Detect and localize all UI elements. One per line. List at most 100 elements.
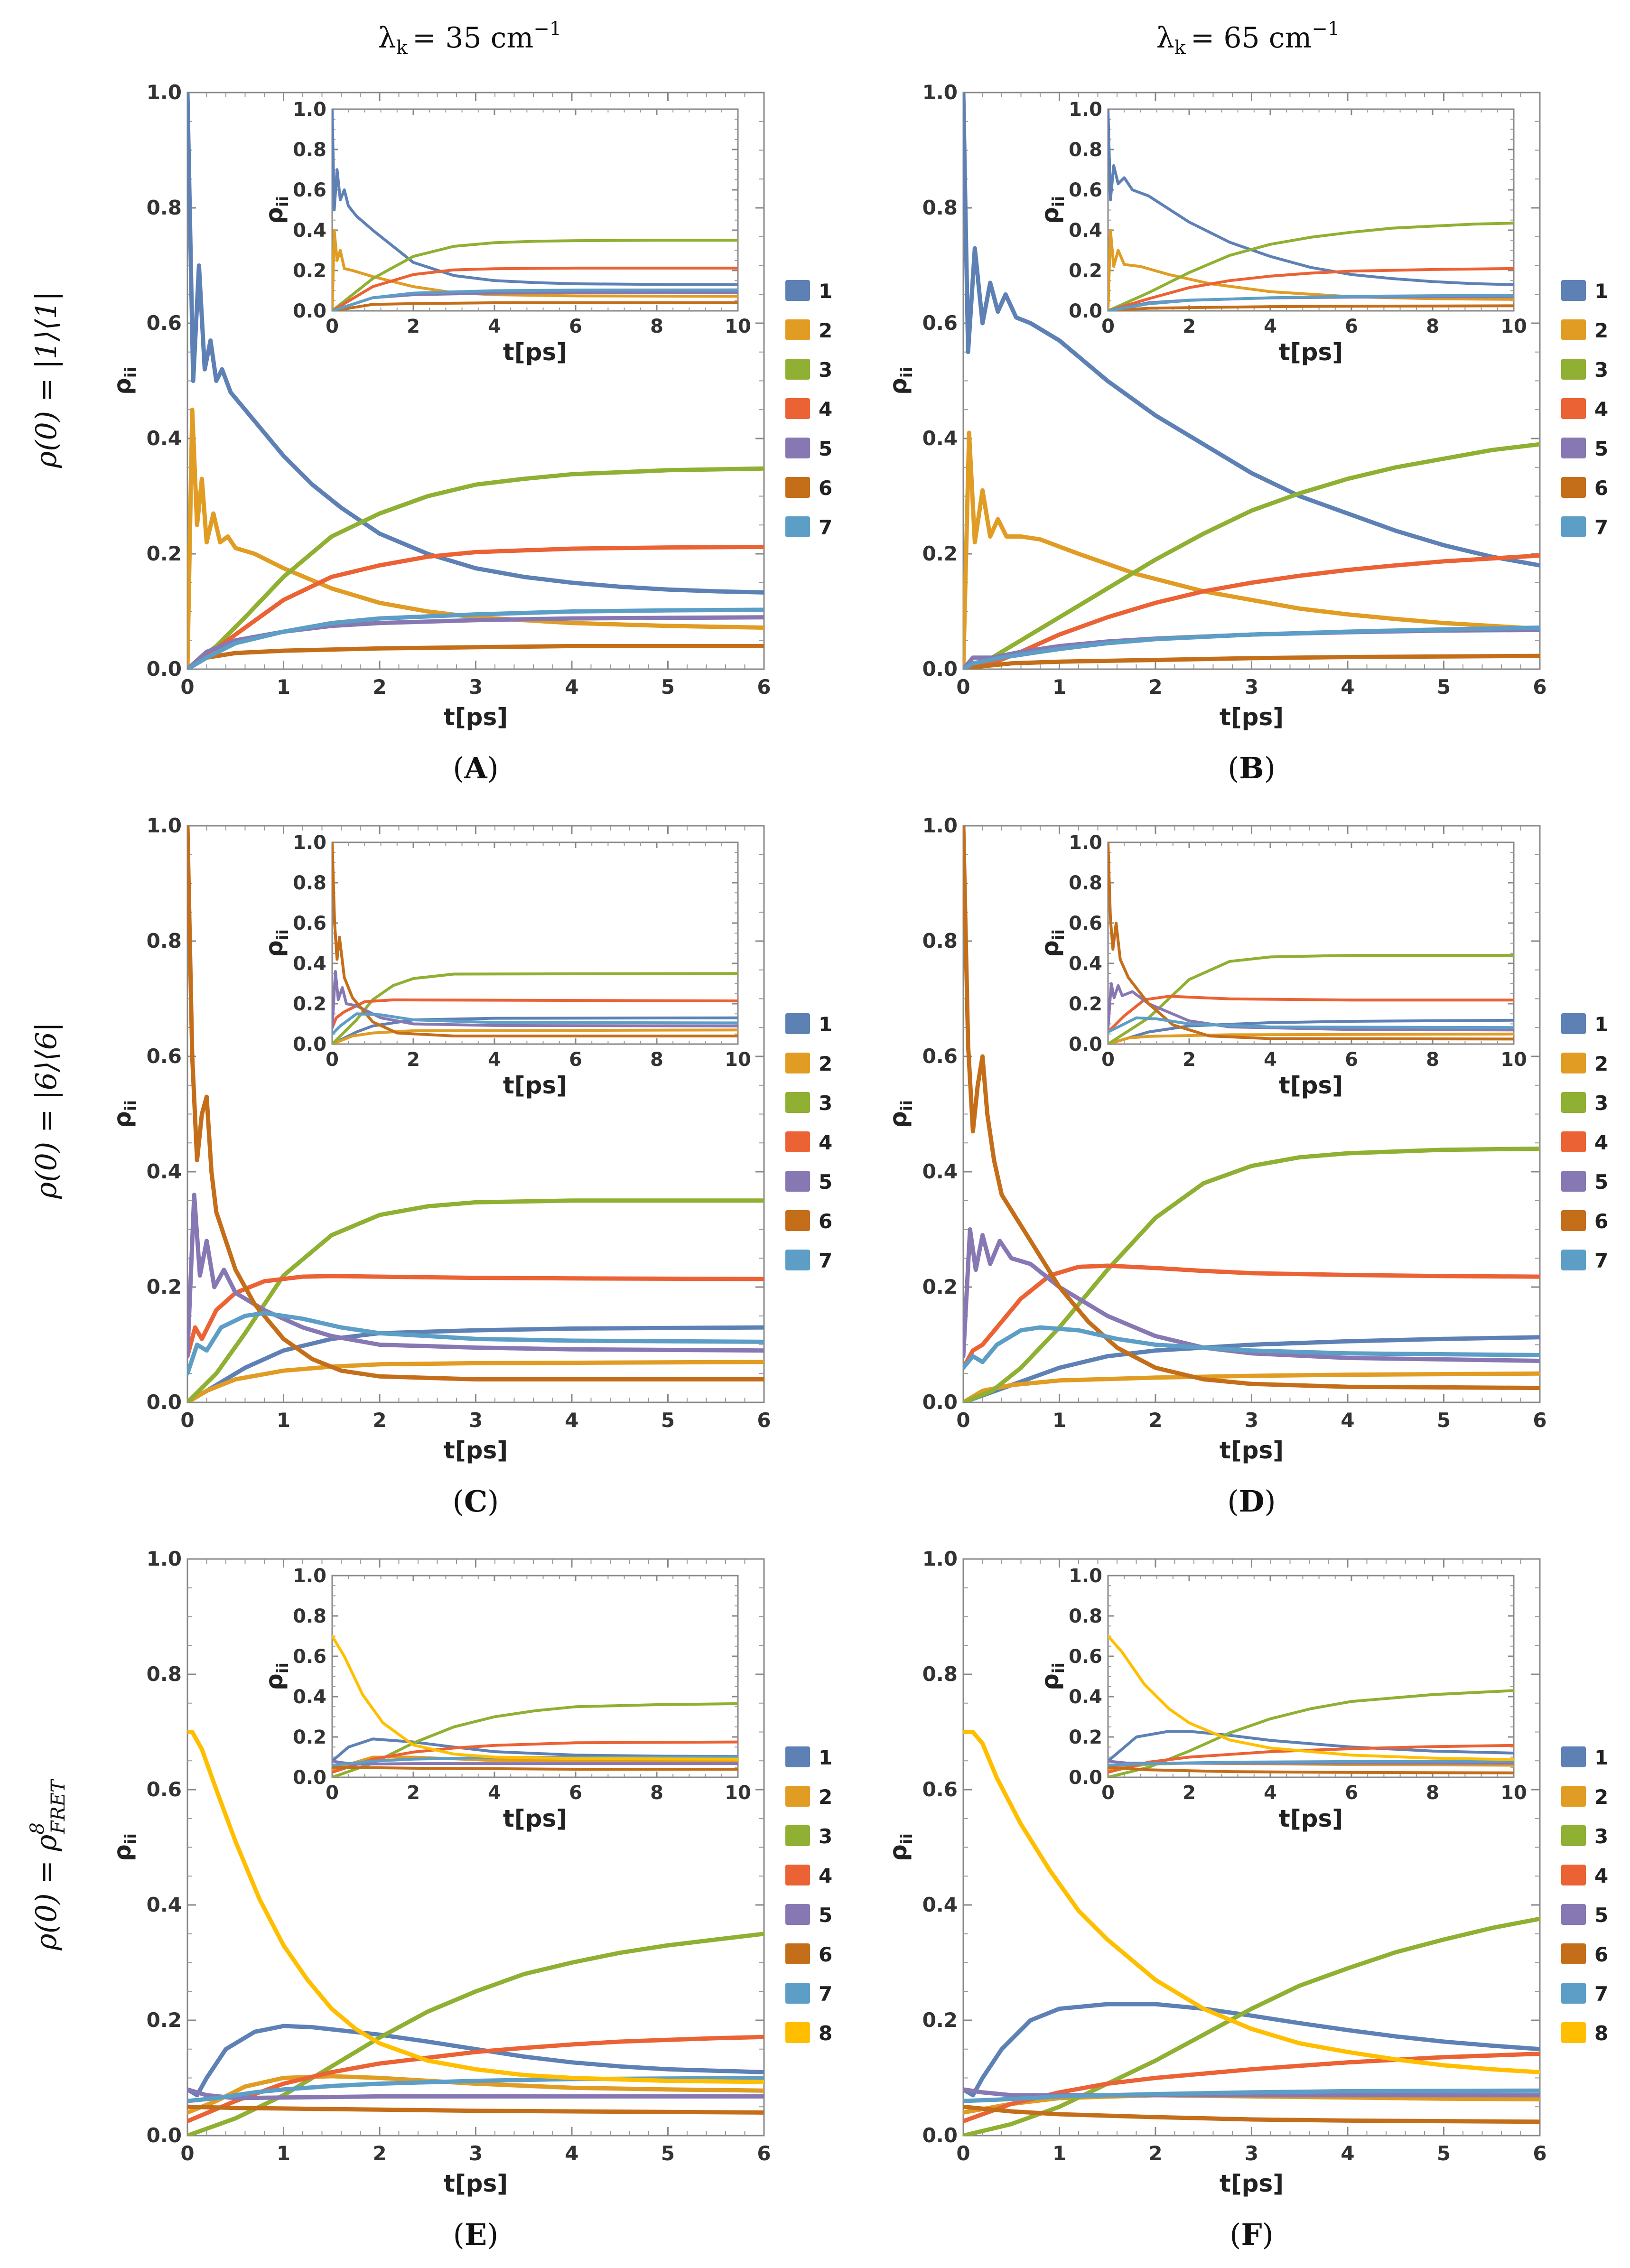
panel-C-inset-series-7-line [332,1012,738,1036]
panel-A-main-series-1-line [187,93,764,595]
panel-C-main-xtick-label: 2 [373,1409,386,1432]
panel-E-legend-label-4: 4 [819,1864,832,1887]
panel-B-inset-xtick-label: 2 [1183,316,1196,337]
panel-E-inset: 0.0 0.2 0.4 0.6 0.8 1.0 0 2 4 6 8 10 t[ps] ρii [261,1565,751,1832]
panel-F-main-xtick-label: 1 [1053,2142,1066,2165]
panel-A-legend-label-4: 4 [819,398,832,421]
panel-D-main-ytick-label: 0.8 [922,929,958,952]
panel-F-legend-swatch-3 [1561,1825,1586,1846]
panel-D-main-series-4-line [963,1263,1540,1370]
panel-B-main-series-1-line [963,93,1540,568]
panel-E-main-ylabel: ρii [109,1833,140,1861]
panel-E-main-series-8-line [187,1730,764,2084]
panel-A-inset-xtick-label: 6 [569,316,582,337]
panel-D-inset-xtick-label: 4 [1264,1049,1277,1071]
panel-D-inset-ytick-label: 0.6 [1069,913,1102,934]
panel-E-inset-xlabel: t[ps] [503,1805,567,1832]
panel-D-main-ytick-label: 0.6 [922,1045,958,1068]
panel-E-inset-ytick-label: 0.2 [293,1727,326,1748]
panel-F-inset: 0.0 0.2 0.4 0.6 0.8 1.0 0 2 4 6 8 10 t[ps] ρii [1036,1565,1527,1832]
panel-A-inset-series-3-line [332,239,738,311]
panel-F-main-series-3-line [963,1916,1540,2136]
panel-A-main-ylabel: ρii [109,367,140,395]
panel-C-main-xtick-label: 3 [469,1409,483,1432]
panel-D-inset-series-4-line [1108,995,1514,1034]
panel-D-main-ylabel: ρii [885,1100,916,1128]
panel-F-inset-xtick-label: 8 [1426,1782,1439,1804]
panel-D-legend-swatch-4 [1561,1131,1586,1152]
panel-D-main-series-3-line [963,1146,1540,1402]
panel-E-main-series-1-line [187,2024,764,2098]
panel-A-inset-ytick-label: 0.0 [293,300,326,322]
panel-E-inset-ytick-label: 0.4 [293,1686,326,1708]
panel-D-main-series-1-line [963,1335,1540,1402]
panel-E-legend-swatch-2 [785,1786,810,1807]
panel-C-legend-label-4: 4 [819,1131,832,1154]
panel-E-inset-plot-frame [331,1575,739,1778]
panel-E-inset-series-6-line [332,1765,738,1771]
panel-B-inset: 0.0 0.2 0.4 0.6 0.8 1.0 0 2 4 6 8 10 t[ps] ρii [1036,99,1527,366]
panel-F-legend-label-7: 7 [1594,1982,1608,2006]
panel-A-legend-swatch-2 [785,319,810,340]
panel-F-legend-swatch-1 [1561,1746,1586,1767]
panel-F-inset-xtick-label: 2 [1183,1782,1196,1804]
panel-E-main-xlabel: t[ps] [444,2170,508,2197]
panel-A-legend: 1 2 3 4 5 6 7 [785,280,832,539]
panel-D-legend-swatch-5 [1561,1171,1586,1192]
panel-C-inset-ytick-label: 1.0 [293,832,326,854]
panel-B-main-xtick-label: 5 [1437,675,1451,699]
panel-B-main-series-3-line [963,442,1540,669]
panel-F-main-ytick-label: 0.2 [922,2008,958,2032]
panel-C-main-series-6-line [187,826,764,1381]
panel-B-legend-swatch-5 [1561,438,1586,458]
panel-E-main-ytick-label: 0.6 [147,1778,182,1801]
panel-C-inset-plot-frame [331,841,739,1045]
panel-C-main-series-7-line [187,1311,764,1376]
panel-C-main-series-1-line [187,1325,764,1402]
panel-A-legend-label-7: 7 [819,516,832,539]
panel-E-main-series-6-line [187,2104,764,2115]
panel-C: 0.00.20.40.60.81.00 1 2 3 4 5 6t[ps]ρii0.00.20… [109,814,832,1519]
panel-A-main-xtick-label: 1 [277,675,290,699]
panel-C-inset-ylabel: ρii [261,929,292,957]
panel-A-legend-swatch-3 [785,359,810,380]
panel-A-main-series-5-line [187,615,764,669]
panel-C-inset-xtick-label: 0 [326,1049,339,1071]
panel-D-inset-ytick-label: 0.2 [1069,993,1102,1015]
panel-C-main-ytick-label: 1.0 [147,814,182,837]
panel-B-inset-xtick-label: 6 [1345,316,1358,337]
panel-A-legend-swatch-5 [785,438,810,458]
panel-C-main-xlabel: t[ps] [444,1437,508,1464]
panel-D-inset-series-2-line [1108,1032,1514,1044]
panel-B-legend-swatch-3 [1561,359,1586,380]
panel-A-main-ytick-label: 0.8 [147,196,182,219]
panel-E-main-xtick-label: 4 [565,2142,578,2165]
panel-A-legend-swatch-7 [785,516,810,537]
panel-F-inset-ytick-label: 0.6 [1069,1646,1102,1668]
panel-A-main-series-7-line [187,607,764,669]
panel-C-main-ytick-label: 0.2 [147,1275,182,1298]
panel-B-main-ytick-label: 0.2 [922,542,958,565]
panel-F-legend-swatch-5 [1561,1904,1586,1925]
panel-A-main-ytick-label: 1.0 [147,81,182,104]
panel-F-main-xtick-label: 4 [1341,2142,1354,2165]
panel-B-inset-xtick-label: 4 [1264,316,1277,337]
panel-F-legend-label-2: 2 [1594,1785,1608,1809]
panel-B-legend-swatch-2 [1561,319,1586,340]
panel-F-legend-swatch-7 [1561,1983,1586,2004]
panel-F-inset-ytick-label: 0.0 [1069,1767,1102,1789]
panel-D-main-ytick-label: 0.4 [922,1160,958,1183]
panel-F-main-ytick-label: 0.0 [922,2124,958,2147]
panel-D-legend: 1 2 3 4 5 6 7 [1561,1013,1608,1272]
panel-C-inset-series-3-line [332,972,738,1044]
panel-E-inset-ytick-label: 0.6 [293,1646,326,1668]
panel-E-main-ytick-label: 0.8 [147,1662,182,1686]
panel-E-inset-ytick-label: 0.8 [293,1605,326,1627]
panel-E-main-xtick-label: 5 [661,2142,675,2165]
panel-F-main-xtick-label: 0 [956,2142,970,2165]
panel-C-legend-label-5: 5 [819,1170,832,1194]
panel-E-main-series-3-line [187,1932,764,2136]
panel-B-main-xtick-label: 4 [1341,675,1354,699]
panel-F-main-series-8-line [963,1730,1540,2074]
panel-D-legend-swatch-2 [1561,1053,1586,1073]
